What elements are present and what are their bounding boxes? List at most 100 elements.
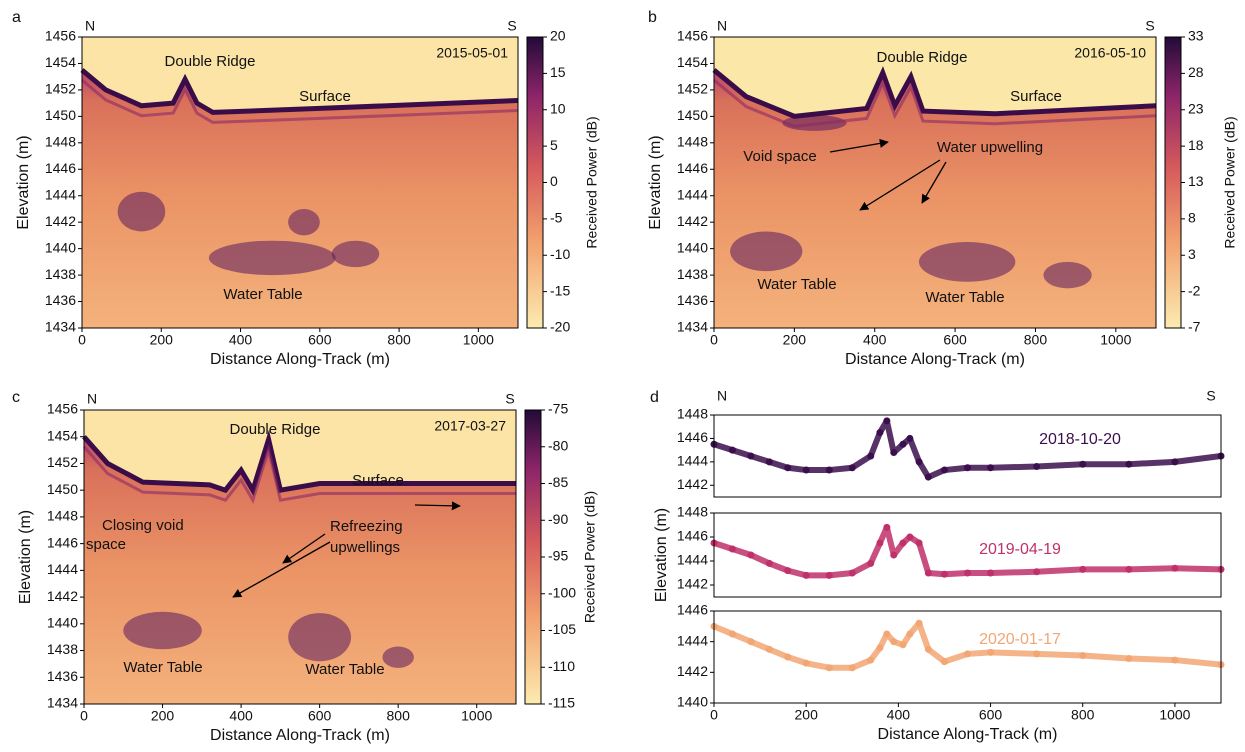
y-tick-label: 1446 [677, 528, 708, 544]
annotation: Water upwelling [937, 139, 1043, 156]
elevation-point [1125, 460, 1133, 468]
y-tick-label: 1446 [47, 534, 78, 550]
elevation-point [1033, 463, 1041, 471]
arrow [232, 541, 331, 598]
panel-label: c [12, 389, 20, 406]
elevation-point [924, 569, 932, 577]
radar-reflector [117, 191, 166, 232]
elevation-point [1079, 651, 1087, 659]
annotation: Double Ridge [877, 49, 968, 66]
y-tick-label: 1456 [677, 28, 708, 44]
y-tick-label: 1452 [677, 81, 708, 97]
y-tick-label: 1444 [45, 186, 76, 202]
date-label: 2017-03-27 [434, 418, 506, 434]
annotation: Surface [352, 472, 404, 489]
elevation-point [728, 545, 736, 553]
radar-surface [712, 66, 1157, 119]
x-tick-label: 400 [229, 332, 253, 348]
colorbar-tick-label: 33 [1188, 28, 1204, 44]
elevation-point [784, 464, 792, 472]
y-tick-label: 1436 [677, 292, 708, 308]
colorbar-label: Received Power (dB) [1222, 116, 1238, 248]
x-tick-label: 200 [150, 332, 174, 348]
elevation-point [765, 645, 773, 653]
radar-reflector [730, 231, 803, 272]
elevation-point [883, 630, 891, 638]
y-tick-label: 1448 [47, 508, 78, 524]
x-tick-label: 800 [1071, 707, 1095, 723]
elevation-point [876, 644, 884, 652]
elevation-point [899, 641, 907, 649]
elevation-point [964, 650, 971, 658]
y-tick-label: 1440 [677, 694, 708, 710]
elevation-point [728, 446, 736, 454]
x-tick-label: 600 [308, 708, 332, 724]
elevation-point [876, 539, 884, 547]
x-axis-label: Distance Along-Track (m) [210, 727, 390, 744]
radar-reflector [382, 646, 414, 668]
colorbar-tick-label: -2 [1188, 282, 1201, 298]
y-axis-label: Elevation (m) [17, 510, 34, 604]
north-label: N [85, 18, 95, 34]
elevation-point [987, 464, 995, 472]
x-tick-label: 800 [387, 708, 411, 724]
elevation-point [802, 466, 810, 474]
colorbar-tick-label: 3 [1188, 246, 1196, 262]
elevation-point [1079, 565, 1087, 573]
annotation: Water Table [223, 286, 302, 303]
elevation-point [867, 452, 875, 460]
y-tick-label: 1444 [47, 561, 78, 577]
x-tick-label: 400 [229, 708, 253, 724]
colorbar-label: Received Power (dB) [584, 116, 600, 248]
y-tick-label: 1442 [45, 213, 76, 229]
south-label: S [507, 18, 516, 34]
annotation: space [86, 536, 126, 553]
south-label: S [1206, 388, 1215, 404]
elevation-point [890, 551, 898, 559]
elevation-point [915, 458, 923, 466]
y-tick-label: 1454 [677, 54, 708, 70]
colorbar-label: Received Power (dB) [582, 491, 598, 623]
y-tick-label: 1454 [47, 427, 78, 443]
y-tick-label: 1450 [677, 107, 708, 123]
y-tick-label: 1448 [677, 134, 708, 150]
x-tick-label: 800 [387, 332, 411, 348]
arrow [829, 138, 889, 153]
y-tick-label: 1446 [677, 429, 708, 445]
series-label: 2019-04-19 [979, 541, 1061, 558]
radar-reflector [288, 208, 320, 236]
y-tick-label: 1436 [47, 668, 78, 684]
elevation-point [964, 464, 971, 472]
colorbar-tick-label: 15 [550, 64, 566, 80]
x-tick-label: 600 [308, 332, 332, 348]
date-label: 2016-05-10 [1074, 45, 1146, 61]
y-tick-label: 1450 [45, 107, 76, 123]
y-tick-label: 1434 [677, 319, 708, 335]
annotation: Refreezing [330, 518, 403, 535]
colorbar [524, 409, 542, 705]
plot-frame [83, 409, 517, 705]
y-tick-label: 1448 [45, 134, 76, 150]
elevation-point [1033, 650, 1041, 658]
elevation-point [765, 458, 773, 466]
x-tick-label: 200 [795, 707, 819, 723]
radar-reflector [288, 613, 352, 662]
elevation-point [883, 523, 891, 531]
colorbar-tick-label: 0 [550, 173, 558, 189]
y-tick-label: 1446 [45, 160, 76, 176]
elevation-point [915, 539, 923, 547]
annotation: Double Ridge [165, 53, 256, 70]
elevation-point [987, 569, 995, 577]
elevation-point [924, 473, 932, 481]
elevation-point [825, 571, 833, 579]
y-tick-label: 1438 [677, 266, 708, 282]
x-tick-label: 1000 [1159, 707, 1190, 723]
y-tick-label: 1440 [47, 615, 78, 631]
colorbar-tick-label: -80 [548, 437, 568, 453]
elevation-point [906, 533, 914, 541]
colorbar-tick-label: -15 [550, 282, 570, 298]
elevation-point [848, 664, 856, 672]
annotation: Void space [743, 148, 816, 165]
x-tick-label: 1000 [463, 332, 494, 348]
elevation-point [747, 551, 755, 559]
